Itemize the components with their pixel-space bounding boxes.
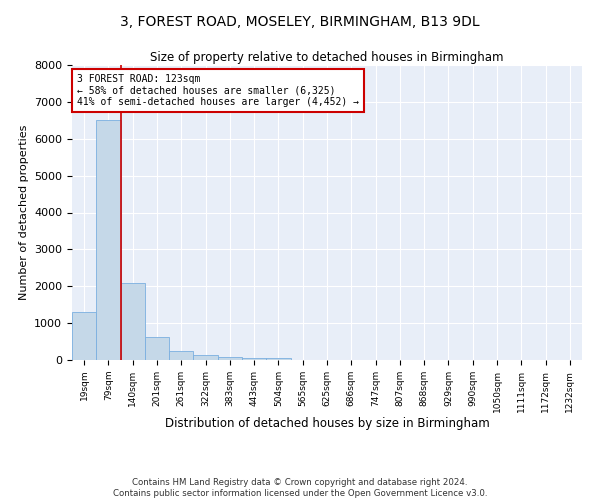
Title: Size of property relative to detached houses in Birmingham: Size of property relative to detached ho… (150, 51, 504, 64)
Bar (96, 120, 121, 360)
Bar (266, 358, 290, 360)
Bar (121, 284, 145, 360)
X-axis label: Distribution of detached houses by size in Birmingham: Distribution of detached houses by size … (164, 418, 490, 430)
Bar (242, 358, 266, 360)
Bar (218, 356, 242, 360)
Bar (72, 312, 96, 360)
Bar (193, 355, 218, 360)
Text: 3 FOREST ROAD: 123sqm
← 58% of detached houses are smaller (6,325)
41% of semi-d: 3 FOREST ROAD: 123sqm ← 58% of detached … (77, 74, 359, 107)
Text: Contains HM Land Registry data © Crown copyright and database right 2024.
Contai: Contains HM Land Registry data © Crown c… (113, 478, 487, 498)
Text: 3, FOREST ROAD, MOSELEY, BIRMINGHAM, B13 9DL: 3, FOREST ROAD, MOSELEY, BIRMINGHAM, B13… (120, 15, 480, 29)
Bar (145, 337, 169, 360)
Bar (169, 351, 193, 360)
Y-axis label: Number of detached properties: Number of detached properties (19, 125, 29, 300)
